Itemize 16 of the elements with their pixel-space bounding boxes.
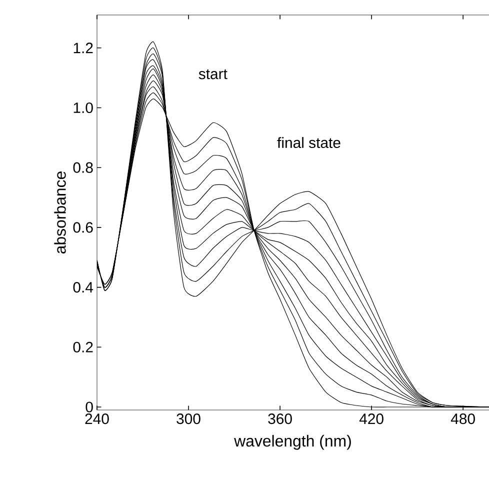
y-tick-label: 1.2 (74, 42, 93, 54)
y-axis-title: absorbance (54, 172, 66, 254)
x-axis-title: wavelength (nm) (234, 434, 351, 450)
y-tick-label: 0 (86, 402, 93, 412)
x-tick-label: 360 (268, 414, 292, 424)
x-tick-label: 240 (85, 414, 109, 424)
x-tick-label: 420 (359, 414, 384, 424)
y-tick-label: 0.2 (73, 342, 93, 352)
y-tick-label: 1.0 (74, 102, 93, 114)
x-tick-label: 300 (176, 414, 200, 424)
y-tick-label: 0.4 (73, 282, 94, 293)
annotation: final state (277, 137, 340, 148)
y-tick-label: 0.8 (73, 162, 93, 173)
annotation: start (198, 69, 228, 80)
y-tick-label: 0.6 (73, 222, 93, 233)
x-tick-label: 480 (450, 414, 475, 424)
